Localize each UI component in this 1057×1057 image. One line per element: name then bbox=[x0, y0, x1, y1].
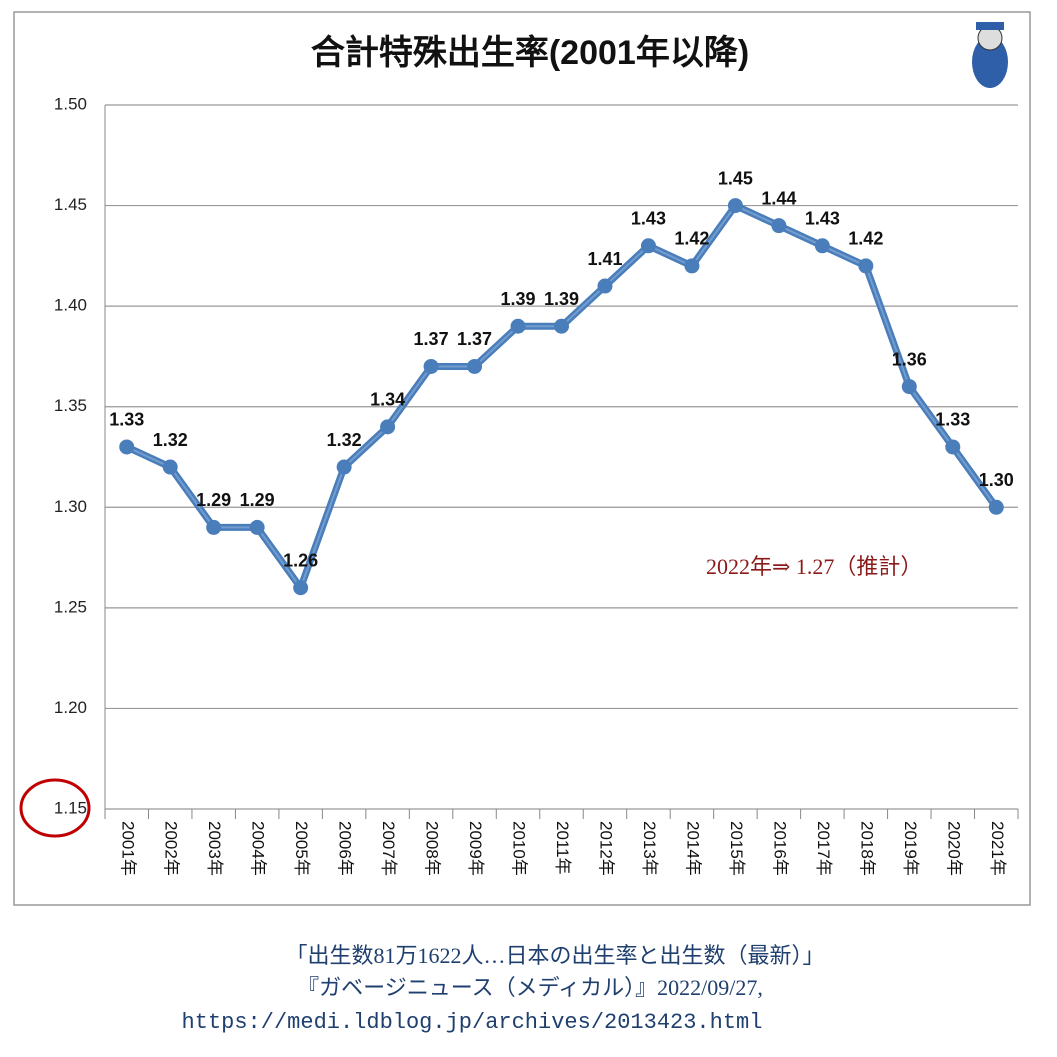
x-tick-label: 2005年 bbox=[292, 821, 311, 876]
footer-line: 「出生数81万1622人…日本の出生率と出生数（最新）」 bbox=[285, 943, 824, 968]
data-label: 1.26 bbox=[283, 550, 318, 570]
y-tick-label: 1.15 bbox=[54, 798, 87, 817]
data-label: 1.33 bbox=[935, 410, 970, 430]
x-tick-label: 2003年 bbox=[205, 821, 224, 876]
annotation: 2022年⇒ 1.27（推計） bbox=[706, 554, 922, 579]
data-label: 1.45 bbox=[718, 168, 753, 188]
x-tick-label: 2004年 bbox=[249, 821, 268, 876]
point bbox=[119, 439, 135, 455]
point bbox=[988, 499, 1004, 515]
data-label: 1.33 bbox=[109, 410, 144, 430]
point bbox=[901, 379, 917, 395]
data-label: 1.39 bbox=[544, 289, 579, 309]
data-label: 1.42 bbox=[848, 229, 883, 249]
data-label: 1.34 bbox=[370, 390, 405, 410]
data-label: 1.43 bbox=[805, 209, 840, 229]
point bbox=[684, 258, 700, 274]
point bbox=[380, 419, 396, 435]
data-label: 1.43 bbox=[631, 209, 666, 229]
point bbox=[858, 258, 874, 274]
x-tick-label: 2019年 bbox=[901, 821, 920, 876]
y-tick-label: 1.20 bbox=[54, 698, 87, 717]
point bbox=[597, 278, 613, 294]
data-label: 1.42 bbox=[674, 229, 709, 249]
footer-line: 『ガベージニュース（メディカル）』2022/09/27, bbox=[297, 975, 763, 1000]
data-label: 1.36 bbox=[892, 349, 927, 369]
footer-line: https://medi.ldblog.jp/archives/2013423.… bbox=[182, 1010, 763, 1035]
x-tick-label: 2001年 bbox=[118, 821, 137, 876]
x-tick-label: 2007年 bbox=[379, 821, 398, 876]
x-tick-label: 2010年 bbox=[510, 821, 529, 876]
data-label: 1.37 bbox=[457, 329, 492, 349]
y-tick-label: 1.25 bbox=[54, 597, 87, 616]
y-tick-label: 1.35 bbox=[54, 396, 87, 415]
y-tick-label: 1.50 bbox=[54, 94, 87, 113]
x-tick-label: 2012年 bbox=[596, 821, 615, 876]
point bbox=[945, 439, 961, 455]
point bbox=[249, 519, 265, 535]
point bbox=[640, 238, 656, 254]
point bbox=[206, 519, 222, 535]
data-label: 1.29 bbox=[196, 490, 231, 510]
y-tick-label: 1.40 bbox=[54, 296, 87, 315]
x-tick-label: 2008年 bbox=[423, 821, 442, 876]
x-tick-label: 2011年 bbox=[553, 821, 572, 875]
mascot-icon bbox=[972, 22, 1008, 88]
x-tick-label: 2013年 bbox=[640, 821, 659, 876]
data-label: 1.32 bbox=[153, 430, 188, 450]
x-tick-label: 2016年 bbox=[770, 821, 789, 876]
x-tick-label: 2021年 bbox=[988, 821, 1007, 876]
point bbox=[727, 198, 743, 214]
data-label: 1.41 bbox=[587, 249, 622, 269]
data-label: 1.37 bbox=[414, 329, 449, 349]
data-label: 1.32 bbox=[327, 430, 362, 450]
x-tick-label: 2020年 bbox=[944, 821, 963, 876]
point bbox=[771, 218, 787, 234]
x-tick-label: 2009年 bbox=[466, 821, 485, 876]
data-label: 1.44 bbox=[761, 188, 796, 208]
x-tick-label: 2018年 bbox=[857, 821, 876, 876]
data-label: 1.39 bbox=[501, 289, 536, 309]
point bbox=[423, 358, 439, 374]
point bbox=[336, 459, 352, 475]
chart-frame bbox=[13, 11, 1031, 906]
y-tick-label: 1.45 bbox=[54, 195, 87, 214]
point bbox=[554, 318, 569, 334]
data-label: 1.29 bbox=[240, 490, 275, 510]
x-tick-label: 2014年 bbox=[683, 821, 702, 876]
highlight-circle bbox=[19, 778, 91, 838]
x-tick-label: 2006年 bbox=[336, 821, 355, 876]
point bbox=[162, 459, 178, 475]
point bbox=[467, 358, 483, 374]
point bbox=[510, 318, 526, 334]
y-tick-label: 1.30 bbox=[54, 497, 87, 516]
data-label: 1.30 bbox=[979, 470, 1014, 490]
x-tick-label: 2015年 bbox=[727, 821, 746, 876]
x-tick-label: 2002年 bbox=[162, 821, 181, 876]
point bbox=[814, 238, 830, 254]
point bbox=[293, 580, 309, 596]
chart-title: 合計特殊出生率(2001年以降) bbox=[311, 34, 749, 72]
x-tick-label: 2017年 bbox=[814, 821, 833, 876]
